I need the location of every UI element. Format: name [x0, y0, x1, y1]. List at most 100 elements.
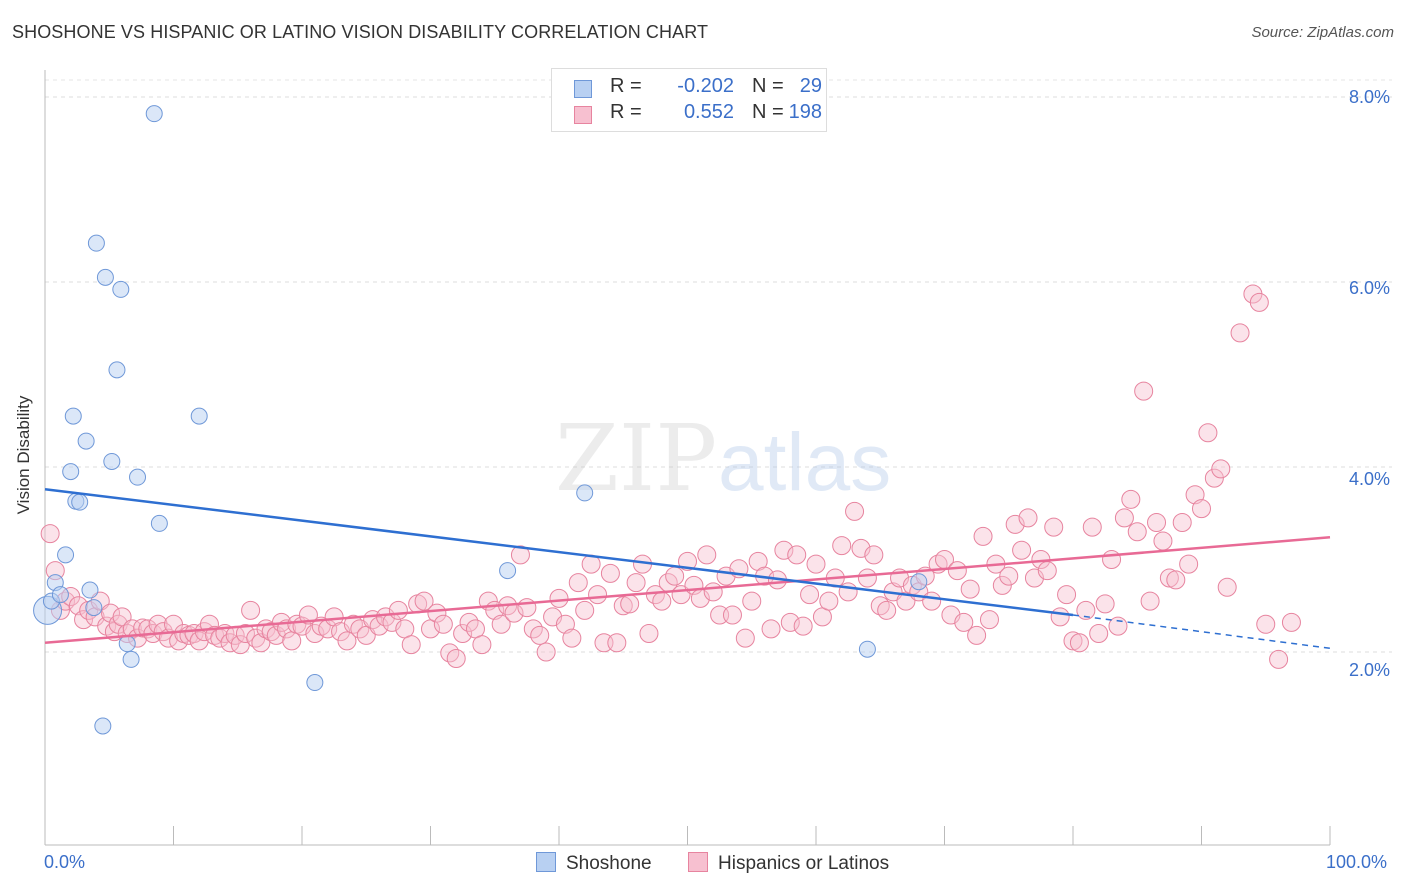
hispanic-point — [549, 588, 569, 608]
shoshone-point — [81, 581, 99, 599]
hispanic-point — [1044, 517, 1064, 537]
shoshone-point — [122, 650, 140, 668]
r-value: -0.202 — [677, 75, 734, 97]
watermark-atlas: atlas — [718, 417, 891, 508]
hispanic-point — [819, 591, 839, 611]
hispanic-point — [491, 614, 511, 634]
hispanic-point — [1012, 540, 1032, 560]
legend-label-hispanic: Hispanics or Latinos — [718, 853, 890, 874]
n-value: 198 — [788, 101, 822, 123]
hispanic-point — [1069, 633, 1089, 653]
x-axis-max-label: 100.0% — [1326, 852, 1388, 872]
hispanic-point — [414, 591, 434, 611]
shoshone-point — [77, 432, 95, 450]
hispanic-point — [1204, 468, 1224, 488]
hispanic-point — [1082, 517, 1102, 537]
hispanic-point — [613, 596, 633, 616]
hispanic-point — [401, 635, 421, 655]
hispanic-point — [388, 600, 408, 620]
hispanic-point — [857, 568, 877, 588]
hispanic-point — [1114, 508, 1134, 528]
legend-item-shoshone: Shoshone — [536, 852, 652, 878]
hispanic-point — [530, 625, 550, 645]
shoshone-point — [858, 640, 876, 658]
hispanic-point — [1147, 513, 1167, 532]
shoshone-point — [150, 514, 168, 532]
shoshone-point — [96, 268, 114, 286]
hispanic-point — [979, 610, 999, 630]
hispanic-point — [133, 618, 153, 638]
hispanic-point — [427, 603, 447, 623]
hispanic-point — [774, 540, 794, 560]
shoshone-trend-line — [44, 487, 1074, 617]
shoshone-point — [112, 280, 130, 298]
hispanic-point — [472, 635, 492, 655]
hispanic-point — [999, 566, 1019, 586]
hispanic-point — [1121, 489, 1141, 509]
hispanic-point — [337, 631, 357, 651]
hispanic-point — [1095, 594, 1115, 614]
hispanic-point — [562, 628, 582, 648]
r-label: R = — [610, 75, 642, 97]
hispanic-point — [600, 563, 620, 583]
legend-swatch-shoshone — [536, 852, 556, 872]
hispanic-point — [1192, 499, 1211, 519]
hispanic-point — [967, 625, 987, 645]
hispanic-point — [40, 524, 60, 544]
shoshone-point — [85, 599, 103, 617]
chart-title: SHOSHONE VS HISPANIC OR LATINO VISION DI… — [12, 22, 709, 42]
hispanic-point — [697, 545, 717, 565]
hispanic-point — [1179, 554, 1199, 574]
n-label: N = — [752, 75, 784, 97]
legend-swatch-hispanic — [574, 106, 592, 124]
shoshone-point — [190, 407, 208, 425]
hispanic-point — [947, 561, 967, 581]
hispanic-point — [510, 545, 530, 565]
hispanic-point — [235, 624, 255, 643]
hispanic-point — [1140, 591, 1160, 611]
hispanic-point — [735, 628, 755, 648]
hispanic-point — [787, 545, 807, 565]
hispanic-point — [722, 605, 742, 625]
hispanic-point — [1281, 612, 1301, 632]
hispanic-point — [1256, 614, 1276, 634]
hispanic-point — [877, 600, 897, 620]
hispanic-point — [440, 643, 460, 663]
shoshone-point — [129, 468, 147, 486]
hispanic-point — [639, 624, 659, 643]
shoshone-point — [87, 234, 105, 252]
hispanic-point — [101, 603, 121, 623]
hispanic-point — [241, 600, 261, 620]
hispanic-point — [74, 610, 94, 630]
hispanic-point — [1211, 459, 1231, 479]
correlation-legend: R = -0.202 N = 29 R = 0.552 N = 198 — [551, 68, 827, 132]
hispanic-point — [703, 582, 723, 602]
shoshone-point — [306, 674, 324, 692]
hispanic-point — [620, 594, 640, 614]
n-label: N = — [752, 101, 784, 123]
hispanic-point — [1166, 570, 1186, 590]
hispanic-point — [992, 575, 1012, 595]
trend-lines — [44, 487, 1331, 650]
hispanic-point — [607, 633, 627, 653]
shoshone-point — [118, 635, 136, 653]
hispanic-point — [678, 551, 697, 571]
hispanic-point — [793, 616, 813, 636]
shoshone-point — [62, 463, 80, 481]
shoshone-point — [71, 493, 89, 511]
hispanic-point — [446, 648, 466, 668]
hispanic-point — [1172, 513, 1192, 532]
hispanic-point — [189, 631, 209, 651]
hispanic-point — [832, 536, 852, 556]
hispanic-point — [1050, 607, 1070, 627]
hispanic-point — [1076, 600, 1096, 620]
hispanic-point — [1269, 649, 1289, 669]
legend-swatch-shoshone — [574, 80, 592, 98]
shoshone-point — [145, 105, 163, 123]
hispanic-point — [780, 612, 800, 632]
n-value: 29 — [799, 75, 822, 97]
shoshone-point — [499, 562, 517, 580]
hispanic-point — [1018, 508, 1038, 528]
hispanic-point — [1249, 292, 1269, 312]
